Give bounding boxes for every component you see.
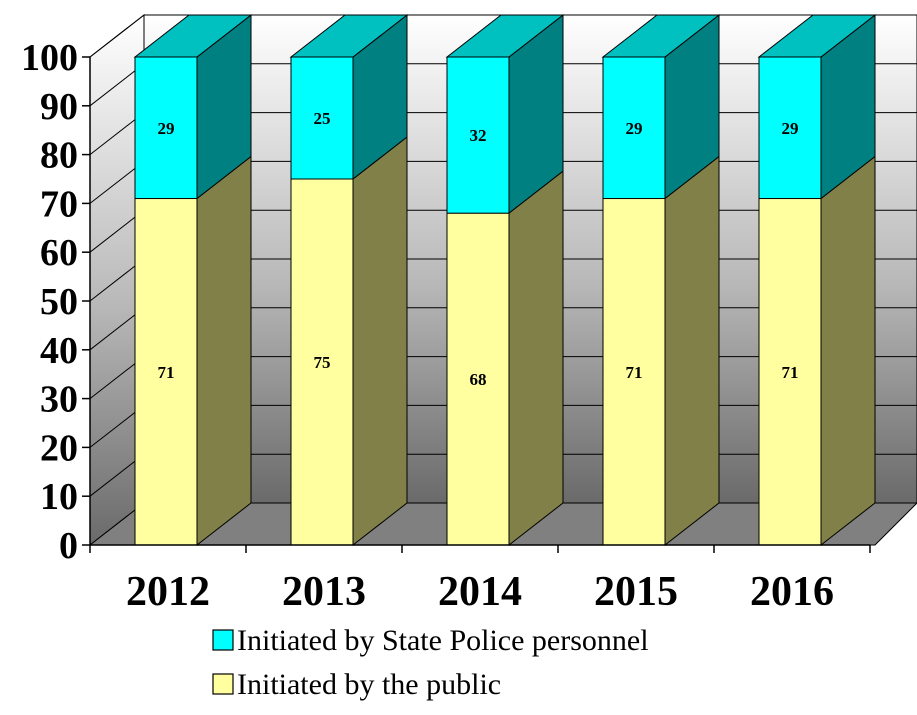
legend: Initiated by State Police personnel Initi…: [212, 624, 649, 701]
x-tick-label: 2014: [438, 569, 522, 615]
bar-side-public: [820, 155, 876, 547]
data-label-police: 29: [782, 119, 799, 138]
y-tick-label: 40: [40, 330, 78, 372]
y-tick-label: 100: [21, 37, 78, 79]
data-label-police: 32: [470, 126, 487, 145]
y-tick-label: 50: [40, 281, 78, 323]
x-tick-label: 2015: [594, 569, 678, 615]
y-tick-label: 70: [40, 183, 78, 225]
bar-public: [602, 198, 666, 546]
bar-police: [446, 56, 510, 214]
legend-swatch: [212, 629, 234, 651]
bar-public: [758, 198, 822, 546]
bar-side-public: [196, 155, 252, 547]
bar-public: [446, 212, 510, 546]
y-tick-label: 60: [40, 232, 78, 274]
bar-side-public: [352, 135, 408, 547]
data-label-public: 75: [314, 353, 331, 372]
data-label-public: 71: [626, 363, 643, 382]
bar-top-police: [133, 14, 253, 58]
y-tick-label: 90: [40, 86, 78, 128]
data-label-public: 71: [158, 363, 175, 382]
legend-label: Initiated by the public: [237, 668, 501, 701]
bar-side-public: [508, 170, 564, 547]
x-axis: 2012 2013 2014 2015 2016: [89, 544, 871, 615]
x-tick-label: 2016: [750, 569, 834, 615]
x-tick-label: 2013: [282, 569, 366, 615]
y-tick-label: 20: [40, 427, 78, 469]
data-label-public: 68: [470, 370, 487, 389]
legend-label: Initiated by State Police personnel: [237, 624, 649, 657]
bar-police: [134, 56, 198, 200]
data-label-police: 29: [626, 119, 643, 138]
bar-top-police: [601, 14, 721, 58]
data-label-police: 25: [314, 109, 331, 128]
bar-top-police: [445, 14, 565, 58]
data-label-police: 29: [158, 119, 175, 138]
bar-police: [758, 56, 822, 200]
data-label-public: 71: [782, 363, 799, 382]
x-tick-label: 2012: [126, 569, 210, 615]
bar-top-police: [757, 14, 877, 58]
y-tick-label: 0: [59, 525, 78, 567]
y-axis: 0 10 20 30 40 50 60 70 80 90 100: [21, 37, 91, 567]
bar-public: [290, 178, 354, 546]
y-tick-label: 30: [40, 379, 78, 421]
bar-top-police: [289, 14, 409, 58]
bar-side-public: [664, 155, 720, 547]
y-tick-label: 80: [40, 135, 78, 177]
legend-swatch: [212, 673, 234, 695]
y-tick-label: 10: [40, 476, 78, 518]
bar-police: [290, 56, 354, 180]
gridline-side: [89, 14, 145, 58]
bars: 71 29 75 25 68 32 71 29 71 29: [133, 13, 877, 547]
